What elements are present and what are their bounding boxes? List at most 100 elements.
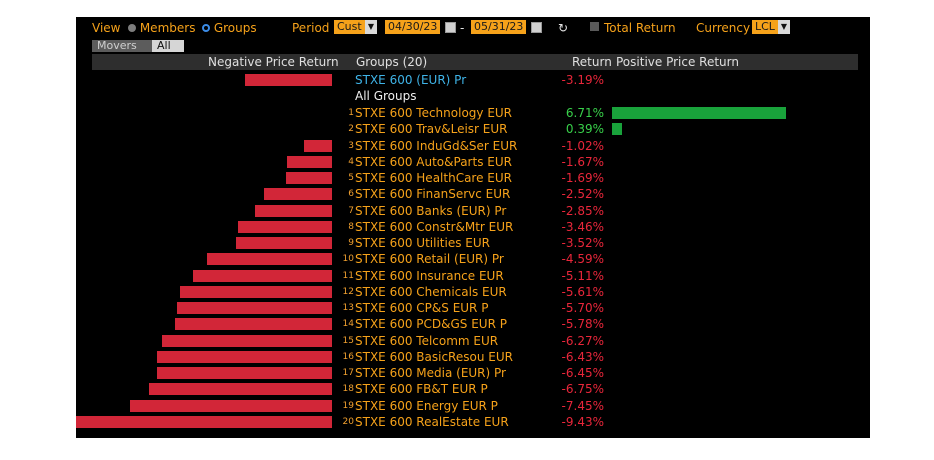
group-return: -3.52% bbox=[561, 236, 604, 250]
start-date-field[interactable]: 04/30/23 bbox=[385, 20, 441, 34]
period-dropdown-icon[interactable]: ▼ bbox=[365, 20, 377, 34]
row-rank: 5 bbox=[348, 173, 354, 183]
table-row[interactable]: 7 STXE 600 Banks (EUR) Pr -2.85% bbox=[76, 203, 870, 219]
table-row[interactable]: 18 STXE 600 FB&T EUR P -6.75% bbox=[76, 381, 870, 397]
table-row[interactable]: 20 STXE 600 RealEstate EUR -9.43% bbox=[76, 414, 870, 430]
benchmark-row[interactable]: STXE 600 (EUR) Pr -3.19% bbox=[76, 72, 870, 88]
positive-column-header[interactable]: Positive Price Return bbox=[616, 55, 739, 69]
tab-all[interactable]: All bbox=[152, 40, 184, 52]
table-row[interactable]: 13 STXE 600 CP&S EUR P -5.70% bbox=[76, 300, 870, 316]
positive-bar bbox=[612, 123, 623, 136]
row-rank: 1 bbox=[348, 108, 354, 118]
negative-column-header[interactable]: Negative Price Return bbox=[208, 55, 339, 69]
group-name[interactable]: STXE 600 Constr&Mtr EUR bbox=[355, 219, 514, 234]
negative-bar bbox=[177, 302, 332, 314]
total-return-label: Total Return bbox=[604, 21, 676, 35]
group-name[interactable]: STXE 600 BasicResou EUR bbox=[355, 349, 513, 364]
table-row[interactable]: 10 STXE 600 Retail (EUR) Pr -4.59% bbox=[76, 251, 870, 267]
group-name[interactable]: STXE 600 PCD&GS EUR P bbox=[355, 317, 507, 332]
table-row[interactable]: 6 STXE 600 FinanServc EUR -2.52% bbox=[76, 186, 870, 202]
negative-bar bbox=[175, 318, 332, 331]
group-return: -4.59% bbox=[561, 252, 604, 267]
return-column-header[interactable]: Return bbox=[572, 55, 612, 69]
groups-column-header[interactable]: Groups (20) bbox=[356, 55, 428, 69]
end-date-field[interactable]: 05/31/23 bbox=[471, 20, 527, 34]
group-name[interactable]: STXE 600 Trav&Leisr EUR bbox=[355, 122, 508, 137]
table-row[interactable]: 3 STXE 600 InduGd&Ser EUR -1.02% bbox=[76, 138, 870, 154]
radio-unselected-icon bbox=[128, 23, 136, 32]
row-rank: 6 bbox=[348, 189, 354, 200]
negative-bar bbox=[263, 188, 332, 201]
group-name[interactable]: STXE 600 Media (EUR) Pr bbox=[355, 366, 506, 380]
group-name[interactable]: STXE 600 RealEstate EUR bbox=[355, 414, 509, 429]
group-name[interactable]: STXE 600 Utilities EUR bbox=[355, 236, 490, 250]
negative-bar bbox=[161, 334, 332, 347]
group-name[interactable]: STXE 600 CP&S EUR P bbox=[355, 301, 489, 315]
group-name[interactable]: STXE 600 Chemicals EUR bbox=[355, 284, 507, 299]
row-rank: 9 bbox=[348, 238, 354, 248]
group-name[interactable]: STXE 600 Energy EUR P bbox=[355, 398, 498, 413]
bloomberg-terminal-panel: View Members Groups Period Cust ▼ 04/30/… bbox=[76, 17, 870, 438]
currency-select[interactable]: LCL bbox=[752, 20, 778, 34]
group-name[interactable]: STXE 600 Technology EUR bbox=[355, 106, 513, 120]
table-row[interactable]: 16 STXE 600 BasicResou EUR -6.43% bbox=[76, 349, 870, 365]
group-return: -1.02% bbox=[561, 138, 604, 153]
period-select[interactable]: Cust bbox=[334, 20, 365, 34]
currency-dropdown-icon[interactable]: ▼ bbox=[778, 20, 790, 34]
table-row[interactable]: 19 STXE 600 Energy EUR P -7.45% bbox=[76, 398, 870, 414]
table-row[interactable]: 2 STXE 600 Trav&Leisr EUR 0.39% bbox=[76, 121, 870, 137]
group-return: -2.52% bbox=[561, 187, 604, 202]
group-name[interactable]: STXE 600 FB&T EUR P bbox=[355, 382, 488, 397]
group-return: -2.85% bbox=[561, 203, 604, 218]
group-return: -5.11% bbox=[561, 268, 604, 283]
row-rank: 4 bbox=[348, 156, 354, 167]
group-name[interactable]: STXE 600 Banks (EUR) Pr bbox=[355, 203, 507, 218]
group-return: -6.27% bbox=[561, 333, 604, 348]
negative-bar bbox=[238, 220, 332, 233]
group-name[interactable]: STXE 600 InduGd&Ser EUR bbox=[355, 138, 518, 153]
negative-bar bbox=[76, 415, 332, 428]
group-return: -6.75% bbox=[561, 382, 604, 397]
total-return-checkbox[interactable] bbox=[590, 22, 599, 31]
table-row[interactable]: 15 STXE 600 Telcomm EUR -6.27% bbox=[76, 333, 870, 349]
negative-bar bbox=[193, 269, 332, 282]
group-name[interactable]: STXE 600 Auto&Parts EUR bbox=[355, 154, 512, 169]
table-row[interactable]: 12 STXE 600 Chemicals EUR -5.61% bbox=[76, 284, 870, 300]
table-row[interactable]: 5 STXE 600 HealthCare EUR -1.69% bbox=[76, 170, 870, 186]
benchmark-name[interactable]: STXE 600 (EUR) Pr bbox=[355, 73, 467, 87]
radio-selected-icon bbox=[202, 23, 210, 32]
members-radio[interactable]: Members bbox=[128, 20, 195, 36]
negative-bar bbox=[179, 285, 332, 298]
group-name[interactable]: STXE 600 HealthCare EUR bbox=[355, 171, 512, 185]
section-label: All Groups bbox=[355, 89, 417, 103]
group-return: -7.45% bbox=[561, 398, 604, 413]
negative-bar bbox=[286, 172, 332, 184]
group-name[interactable]: STXE 600 Telcomm EUR bbox=[355, 333, 499, 348]
table-row[interactable]: 14 STXE 600 PCD&GS EUR P -5.78% bbox=[76, 316, 870, 332]
calendar-icon[interactable] bbox=[445, 22, 456, 33]
row-rank: 19 bbox=[342, 400, 354, 411]
row-rank: 17 bbox=[342, 368, 354, 378]
benchmark-return: -3.19% bbox=[561, 73, 604, 87]
negative-bar bbox=[148, 383, 332, 396]
currency-label: Currency bbox=[696, 21, 751, 35]
row-rank: 2 bbox=[348, 124, 354, 135]
table-row[interactable]: 9 STXE 600 Utilities EUR -3.52% bbox=[76, 235, 870, 251]
table-row[interactable]: 11 STXE 600 Insurance EUR -5.11% bbox=[76, 268, 870, 284]
table-header: Negative Price Return Groups (20) Return… bbox=[92, 54, 858, 70]
refresh-icon[interactable]: ↻ bbox=[558, 21, 569, 35]
groups-radio[interactable]: Groups bbox=[202, 20, 257, 36]
group-name[interactable]: STXE 600 FinanServc EUR bbox=[355, 187, 511, 202]
row-rank: 18 bbox=[342, 384, 354, 395]
table-row[interactable]: 4 STXE 600 Auto&Parts EUR -1.67% bbox=[76, 154, 870, 170]
table-row[interactable]: 8 STXE 600 Constr&Mtr EUR -3.46% bbox=[76, 219, 870, 235]
group-name[interactable]: STXE 600 Insurance EUR bbox=[355, 268, 504, 283]
group-return: -6.45% bbox=[561, 366, 604, 380]
groups-label: Groups bbox=[213, 21, 257, 35]
group-name[interactable]: STXE 600 Retail (EUR) Pr bbox=[355, 252, 504, 267]
table-row[interactable]: 1 STXE 600 Technology EUR 6.71% bbox=[76, 105, 870, 121]
calendar-icon[interactable] bbox=[531, 22, 542, 33]
row-rank: 8 bbox=[348, 221, 354, 232]
tab-movers[interactable]: Movers bbox=[92, 40, 152, 52]
table-row[interactable]: 17 STXE 600 Media (EUR) Pr -6.45% bbox=[76, 365, 870, 381]
